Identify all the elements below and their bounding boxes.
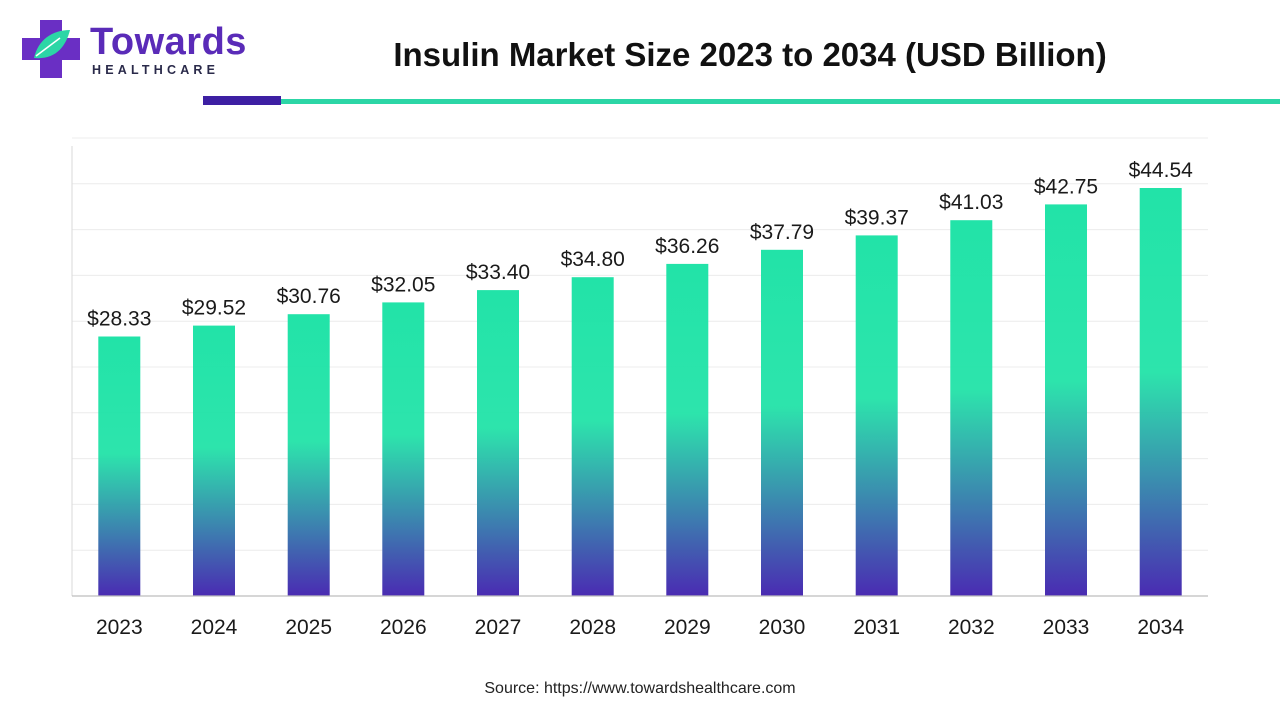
bar-2029 bbox=[666, 263, 709, 596]
bar-2032 bbox=[950, 220, 993, 596]
bar-2026 bbox=[382, 302, 425, 596]
bar-2034 bbox=[1139, 188, 1182, 596]
value-label-2028: $34.80 bbox=[561, 248, 625, 271]
source-note: Source: https://www.towardshealthcare.co… bbox=[484, 680, 796, 697]
header-rule-teal bbox=[281, 99, 1280, 104]
logo: Towards HEALTHCARE bbox=[20, 18, 246, 80]
x-tick-label-2033: 2033 bbox=[1043, 616, 1090, 639]
x-tick-label-2032: 2032 bbox=[948, 616, 995, 639]
value-label-2025: $30.76 bbox=[277, 285, 341, 308]
value-label-2029: $36.26 bbox=[655, 235, 719, 258]
bar-2028 bbox=[571, 277, 614, 596]
value-label-2031: $39.37 bbox=[845, 206, 909, 229]
header-rule-dark bbox=[203, 96, 281, 105]
value-labels: $28.33 $29.52 $30.76 $32.05 $33.40 $34.80 $36.… bbox=[87, 159, 1193, 331]
bars bbox=[98, 188, 1182, 597]
x-tick-label-2034: 2034 bbox=[1137, 616, 1184, 639]
x-tick-label-2024: 2024 bbox=[191, 616, 238, 639]
bar-2025 bbox=[287, 314, 330, 596]
chart-title: Insulin Market Size 2023 to 2034 (USD Bi… bbox=[393, 36, 1107, 73]
value-label-2032: $41.03 bbox=[939, 191, 1003, 214]
bar-2031 bbox=[855, 235, 898, 596]
bar-2030 bbox=[761, 249, 803, 597]
logo-wordmark: Towards bbox=[90, 21, 247, 63]
logo-subtitle: HEALTHCARE bbox=[92, 63, 220, 77]
logo-cross-icon bbox=[22, 20, 80, 78]
bar-chart: $28.33 $29.52 $30.76 $32.05 $33.40 $34.80 $36.… bbox=[71, 137, 1208, 639]
x-tick-label-2029: 2029 bbox=[664, 616, 711, 639]
value-label-2030: $37.79 bbox=[750, 221, 814, 244]
value-label-2033: $42.75 bbox=[1034, 175, 1098, 198]
value-label-2023: $28.33 bbox=[87, 308, 151, 331]
x-tick-label-2023: 2023 bbox=[96, 616, 143, 639]
bar-2023 bbox=[98, 336, 141, 596]
x-tick-label-2031: 2031 bbox=[853, 616, 900, 639]
value-label-2024: $29.52 bbox=[182, 297, 246, 320]
bar-2033 bbox=[1045, 204, 1087, 596]
x-tick-label-2028: 2028 bbox=[569, 616, 616, 639]
bar-2027 bbox=[477, 290, 519, 596]
value-label-2026: $32.05 bbox=[371, 273, 435, 296]
x-tick-label-2025: 2025 bbox=[285, 616, 332, 639]
x-tick-label-2026: 2026 bbox=[380, 616, 427, 639]
x-tick-label-2027: 2027 bbox=[475, 616, 522, 639]
value-label-2027: $33.40 bbox=[466, 261, 530, 284]
axes bbox=[71, 146, 1208, 597]
gridlines bbox=[72, 137, 1208, 551]
value-label-2034: $44.54 bbox=[1129, 159, 1194, 182]
x-tick-label-2030: 2030 bbox=[759, 616, 806, 639]
bar-2024 bbox=[193, 325, 235, 596]
x-tick-labels: 2023 2024 2025 2026 2027 2028 2029 2030 2031 2032… bbox=[96, 616, 1184, 639]
